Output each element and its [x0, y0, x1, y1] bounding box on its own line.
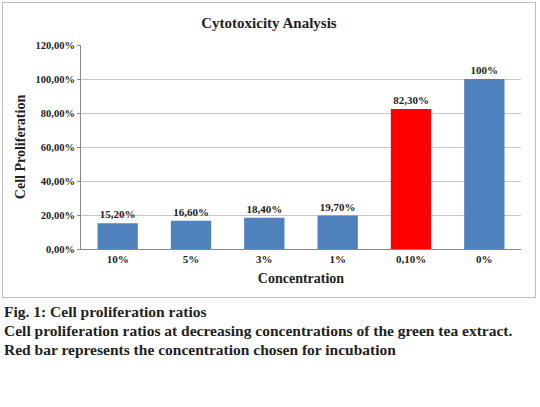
svg-text:20,00%: 20,00%: [41, 210, 75, 221]
svg-text:82,30%: 82,30%: [393, 94, 429, 106]
svg-text:18,40%: 18,40%: [246, 203, 282, 215]
svg-text:80,00%: 80,00%: [41, 108, 75, 119]
svg-text:Cytotoxicity Analysis: Cytotoxicity Analysis: [201, 15, 337, 31]
svg-text:16,60%: 16,60%: [173, 206, 209, 218]
svg-text:60,00%: 60,00%: [41, 142, 75, 153]
svg-text:15,20%: 15,20%: [100, 208, 136, 220]
svg-text:0,00%: 0,00%: [46, 244, 75, 255]
svg-text:100,00%: 100,00%: [36, 74, 75, 85]
svg-text:19,70%: 19,70%: [320, 201, 356, 213]
html-text:Fig. 1: Cell proliferation rat: Fig. 1: Cell proliferation ratios: [4, 303, 207, 320]
svg-text:0%: 0%: [476, 253, 493, 265]
html-text:Cell proliferation ratios at d: Cell proliferation ratios at decreasing …: [4, 322, 513, 358]
svg-text:Concentration: Concentration: [258, 271, 345, 286]
svg-text:0,10%: 0,10%: [396, 253, 426, 265]
svg-text:3%: 3%: [256, 253, 273, 265]
svg-text:1%: 1%: [329, 253, 346, 265]
svg-text:100%: 100%: [471, 64, 499, 76]
svg-text:5%: 5%: [183, 253, 200, 265]
svg-text:10%: 10%: [107, 253, 129, 265]
svg-text:Cell Proliferation: Cell Proliferation: [13, 95, 28, 200]
svg-text:120,00%: 120,00%: [36, 40, 75, 51]
svg-text:40,00%: 40,00%: [41, 176, 75, 187]
